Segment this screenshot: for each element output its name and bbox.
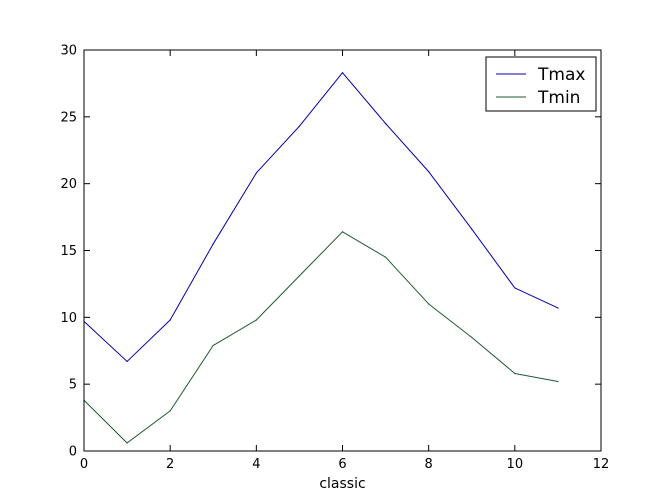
- legend: Tmax Tmin: [485, 56, 597, 112]
- data-point-tmax: [514, 287, 516, 289]
- data-point-tmax: [212, 243, 214, 245]
- y-tick-label: 0: [69, 445, 77, 460]
- x-axis-label: classic: [319, 476, 365, 492]
- data-point-tmax: [255, 172, 257, 174]
- plot-frame: [83, 49, 602, 452]
- data-point-tmin: [169, 410, 171, 412]
- x-tick-label: 2: [166, 457, 174, 472]
- x-tick-label: 4: [252, 457, 260, 472]
- data-point-tmin: [557, 380, 559, 383]
- data-point-tmax: [126, 360, 128, 363]
- x-tick-label: 6: [338, 457, 346, 472]
- data-point-tmax: [341, 72, 344, 74]
- x-tick-label: 10: [507, 457, 524, 472]
- data-point-tmax: [298, 125, 301, 127]
- series-line-tmin: [83, 231, 559, 444]
- series-layer: [83, 72, 559, 444]
- ticks-layer: 0 2 4 6 8 10 12 0 5 10 15 20 25 30: [60, 44, 609, 473]
- legend-label-tmin: Tmin: [537, 88, 580, 108]
- x-tick-label: 8: [425, 457, 433, 472]
- data-point-tmax: [169, 319, 171, 321]
- x-tick-label: 12: [593, 457, 610, 472]
- data-point-tmax: [384, 122, 387, 125]
- data-point-tmin: [298, 275, 301, 277]
- data-point-tmin: [428, 303, 430, 305]
- y-tick-label: 15: [60, 244, 77, 259]
- data-point-tmin: [341, 231, 344, 233]
- data-point-tmin: [514, 372, 516, 375]
- legend-box: [485, 56, 597, 112]
- legend-label-tmax: Tmax: [537, 65, 585, 85]
- data-point-tmin: [126, 442, 128, 444]
- y-tick-label: 5: [69, 378, 77, 393]
- y-tick-label: 25: [60, 110, 77, 125]
- series-line-tmax: [83, 72, 559, 362]
- x-tick-label: 0: [80, 457, 88, 472]
- data-point-tmin: [471, 336, 473, 338]
- data-point-tmax: [557, 307, 559, 309]
- y-tick-label: 10: [60, 311, 77, 326]
- data-point-tmin: [212, 344, 214, 347]
- plot-area: [84, 50, 601, 451]
- data-point-tmin: [384, 256, 387, 258]
- data-point-tmin: [255, 319, 257, 321]
- y-tick-label: 20: [60, 177, 77, 192]
- y-tick-label: 30: [60, 44, 77, 59]
- data-point-tmax: [428, 171, 430, 173]
- data-point-tmax: [471, 228, 473, 230]
